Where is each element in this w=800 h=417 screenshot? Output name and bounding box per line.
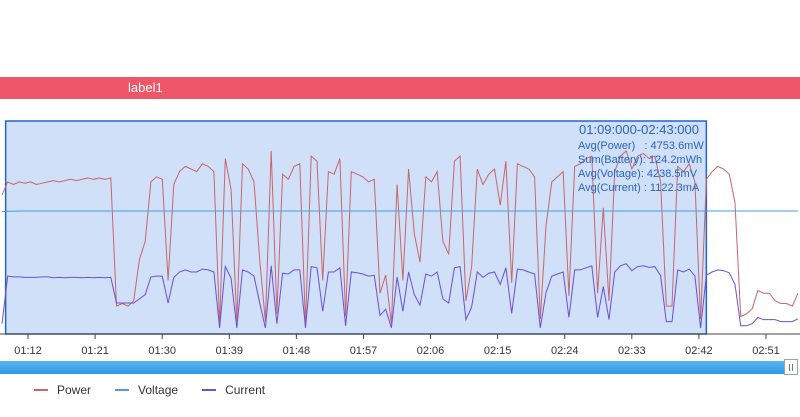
legend-label: Current	[225, 383, 266, 397]
legend-swatch	[34, 389, 48, 391]
legend-swatch	[202, 389, 217, 391]
selection-stats: 01:09:000-02:43:000 Avg(Power) : 4753.6m…	[578, 122, 704, 194]
x-tick-label: 01:21	[81, 345, 109, 357]
legend-item-voltage[interactable]: Voltage	[115, 383, 178, 397]
x-tick-label: 01:39	[216, 345, 244, 357]
selection-stat: Avg(Power) : 4753.6mW	[578, 140, 704, 152]
x-tick-label: 01:30	[148, 345, 176, 357]
series-voltage-line	[1, 210, 798, 213]
label-bar: label1	[0, 77, 800, 99]
selection-stat: Sum(Battery): 124.2mWh	[578, 154, 702, 166]
series-current-line	[1, 263, 799, 329]
series-power-line	[1, 150, 799, 325]
legend-swatch	[115, 389, 130, 391]
scrollbar-handle[interactable]	[784, 359, 798, 375]
selection-stat: Avg(Current) : 1122.3mA	[578, 182, 700, 194]
selection-stat: Avg(Voltage): 4238.5mV	[578, 168, 698, 180]
x-tick-label: 01:48	[283, 345, 311, 357]
x-tick-label: 02:51	[752, 345, 780, 357]
x-tick-label: 02:24	[551, 345, 579, 357]
x-tick-label: 02:33	[618, 345, 646, 357]
x-tick-label: 02:06	[417, 345, 445, 357]
x-tick-label: 01:57	[350, 345, 378, 357]
x-tick-label: 01:12	[14, 345, 42, 357]
selection-range: 01:09:000-02:43:000	[579, 122, 699, 137]
legend-label: Power	[57, 383, 92, 397]
x-axis: 01:12 01:21 01:30 01:39 01:48 01:57 02:06 02:15…	[0, 333, 800, 357]
zoom-scrollbar[interactable]	[0, 361, 784, 374]
legend: Power Voltage Current	[34, 382, 289, 398]
label-text: label1	[128, 80, 163, 95]
legend-label: Voltage	[138, 383, 179, 397]
legend-item-power[interactable]: Power	[34, 383, 91, 397]
legend-item-current[interactable]: Current	[202, 383, 265, 397]
x-tick-label: 02:42	[685, 345, 713, 357]
selection-region[interactable]	[4, 120, 708, 335]
x-tick-label: 02:15	[484, 345, 512, 357]
chart[interactable]: 01:09:000-02:43:000 Avg(Power) : 4753.6m…	[0, 0, 800, 360]
